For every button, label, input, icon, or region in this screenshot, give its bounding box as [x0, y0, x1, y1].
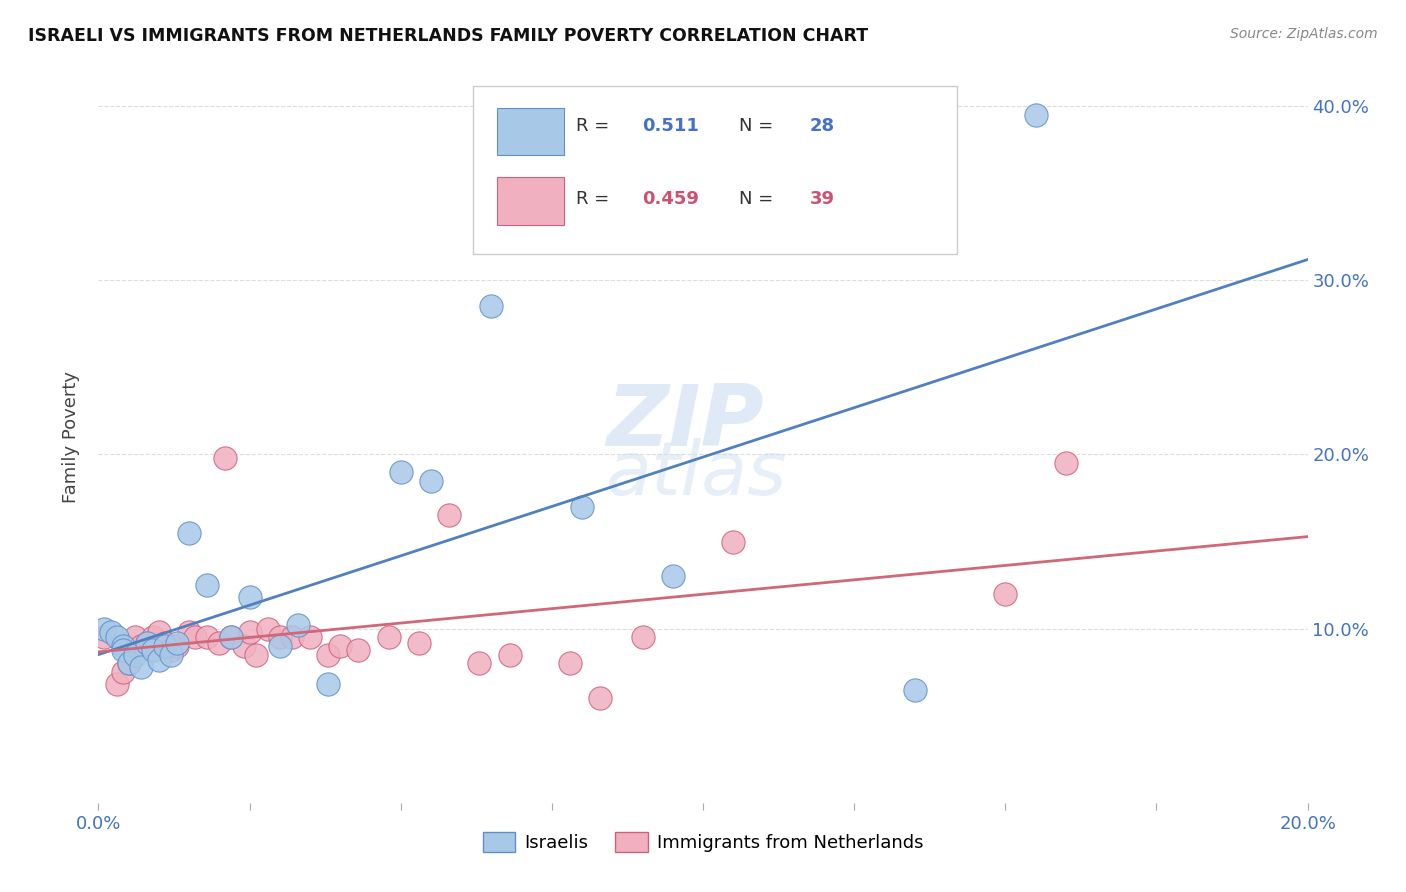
- FancyBboxPatch shape: [498, 108, 564, 155]
- Point: [166, 639, 188, 653]
- Text: 0.459: 0.459: [643, 190, 699, 209]
- Point: [498, 648, 520, 662]
- Point: [589, 691, 612, 706]
- Point: [661, 569, 683, 583]
- Point: [269, 639, 291, 653]
- Point: [269, 631, 291, 645]
- Point: [481, 300, 503, 314]
- Point: [142, 631, 165, 645]
- Point: [316, 677, 339, 691]
- Point: [723, 534, 745, 549]
- Point: [389, 465, 412, 479]
- Point: [631, 631, 654, 645]
- Text: ZIP: ZIP: [606, 381, 763, 464]
- Point: [468, 657, 491, 671]
- Text: R =: R =: [576, 117, 609, 136]
- Point: [160, 648, 183, 662]
- Point: [184, 631, 207, 645]
- Point: [221, 631, 243, 645]
- Point: [232, 639, 254, 653]
- Point: [179, 625, 201, 640]
- Text: atlas: atlas: [606, 438, 787, 509]
- Point: [93, 622, 115, 636]
- Point: [153, 635, 176, 649]
- Point: [329, 639, 352, 653]
- Point: [347, 642, 370, 657]
- Point: [118, 657, 141, 671]
- Point: [239, 625, 262, 640]
- Point: [420, 474, 443, 488]
- Point: [1054, 456, 1077, 470]
- Point: [195, 578, 218, 592]
- Point: [105, 677, 128, 691]
- Text: N =: N =: [740, 190, 773, 209]
- Point: [105, 631, 128, 645]
- Point: [904, 682, 927, 697]
- Point: [129, 639, 152, 653]
- Point: [148, 625, 170, 640]
- Point: [437, 508, 460, 523]
- Point: [129, 660, 152, 674]
- Text: ISRAELI VS IMMIGRANTS FROM NETHERLANDS FAMILY POVERTY CORRELATION CHART: ISRAELI VS IMMIGRANTS FROM NETHERLANDS F…: [28, 27, 869, 45]
- Point: [124, 631, 146, 645]
- Text: 39: 39: [810, 190, 834, 209]
- Point: [214, 450, 236, 465]
- Point: [179, 525, 201, 540]
- Text: Source: ZipAtlas.com: Source: ZipAtlas.com: [1230, 27, 1378, 41]
- Point: [208, 635, 231, 649]
- FancyBboxPatch shape: [474, 86, 957, 254]
- Point: [195, 631, 218, 645]
- Text: 28: 28: [810, 117, 835, 136]
- Point: [281, 631, 304, 645]
- Point: [142, 642, 165, 657]
- Point: [100, 625, 122, 640]
- Point: [558, 657, 581, 671]
- Point: [239, 591, 262, 605]
- Point: [221, 631, 243, 645]
- Point: [571, 500, 593, 514]
- Point: [377, 631, 399, 645]
- Point: [93, 631, 115, 645]
- Point: [111, 639, 134, 653]
- Point: [111, 642, 134, 657]
- Point: [245, 648, 267, 662]
- Point: [124, 648, 146, 662]
- Point: [299, 631, 322, 645]
- Point: [408, 635, 430, 649]
- Text: 0.511: 0.511: [643, 117, 699, 136]
- Point: [994, 587, 1017, 601]
- Point: [135, 635, 157, 649]
- Legend: Israelis, Immigrants from Netherlands: Israelis, Immigrants from Netherlands: [475, 824, 931, 860]
- Point: [316, 648, 339, 662]
- Point: [148, 653, 170, 667]
- FancyBboxPatch shape: [498, 178, 564, 225]
- Point: [1024, 108, 1046, 122]
- Point: [166, 635, 188, 649]
- Point: [118, 657, 141, 671]
- Point: [111, 665, 134, 680]
- Point: [160, 642, 183, 657]
- Point: [153, 639, 176, 653]
- Point: [287, 618, 309, 632]
- Text: N =: N =: [740, 117, 773, 136]
- Point: [135, 635, 157, 649]
- Y-axis label: Family Poverty: Family Poverty: [62, 371, 80, 503]
- Text: R =: R =: [576, 190, 609, 209]
- Point: [256, 622, 278, 636]
